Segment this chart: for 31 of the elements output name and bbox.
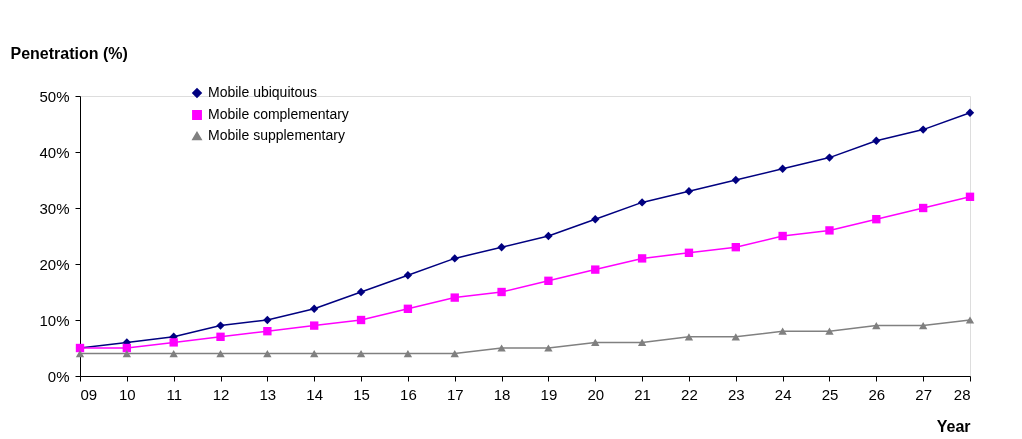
- x-tick-label: 22: [681, 385, 698, 403]
- x-tick-label: 24: [774, 385, 792, 403]
- y-tick-label: 40%: [39, 143, 70, 161]
- y-axis-title: Penetration (%): [10, 44, 128, 62]
- x-tick-label: 19: [540, 385, 558, 403]
- legend-label: Mobile complementary: [208, 106, 349, 122]
- x-tick-label: 25: [821, 385, 839, 403]
- x-tick-label: 15: [353, 385, 370, 403]
- legend-label: Mobile supplementary: [208, 127, 345, 143]
- legend-label: Mobile ubiquitous: [208, 84, 317, 100]
- y-tick-label: 0%: [47, 367, 70, 385]
- x-tick-label: 26: [868, 385, 886, 403]
- y-tick-label: 10%: [39, 311, 70, 329]
- x-tick-label: 27: [915, 385, 932, 403]
- x-tick-label: 09: [80, 385, 98, 403]
- x-tick-label: 23: [727, 385, 745, 403]
- x-tick-label: 28: [953, 385, 971, 403]
- x-tick-label: 16: [400, 385, 417, 403]
- x-tick-label: 14: [306, 385, 324, 403]
- x-tick-label: 17: [446, 385, 464, 403]
- x-tick-label: 11: [166, 385, 182, 403]
- x-tick-label: 18: [493, 385, 511, 403]
- y-tick-label: 30%: [39, 199, 70, 217]
- x-tick-label: 13: [259, 385, 277, 403]
- x-axis-title: Year: [936, 417, 971, 435]
- x-tick-label: 21: [634, 385, 651, 403]
- x-tick-label: 20: [587, 385, 605, 403]
- y-tick-label: 20%: [39, 255, 70, 273]
- x-tick-label: 12: [212, 385, 230, 403]
- y-tick-label: 50%: [39, 87, 70, 105]
- x-tick-label: 10: [119, 385, 136, 403]
